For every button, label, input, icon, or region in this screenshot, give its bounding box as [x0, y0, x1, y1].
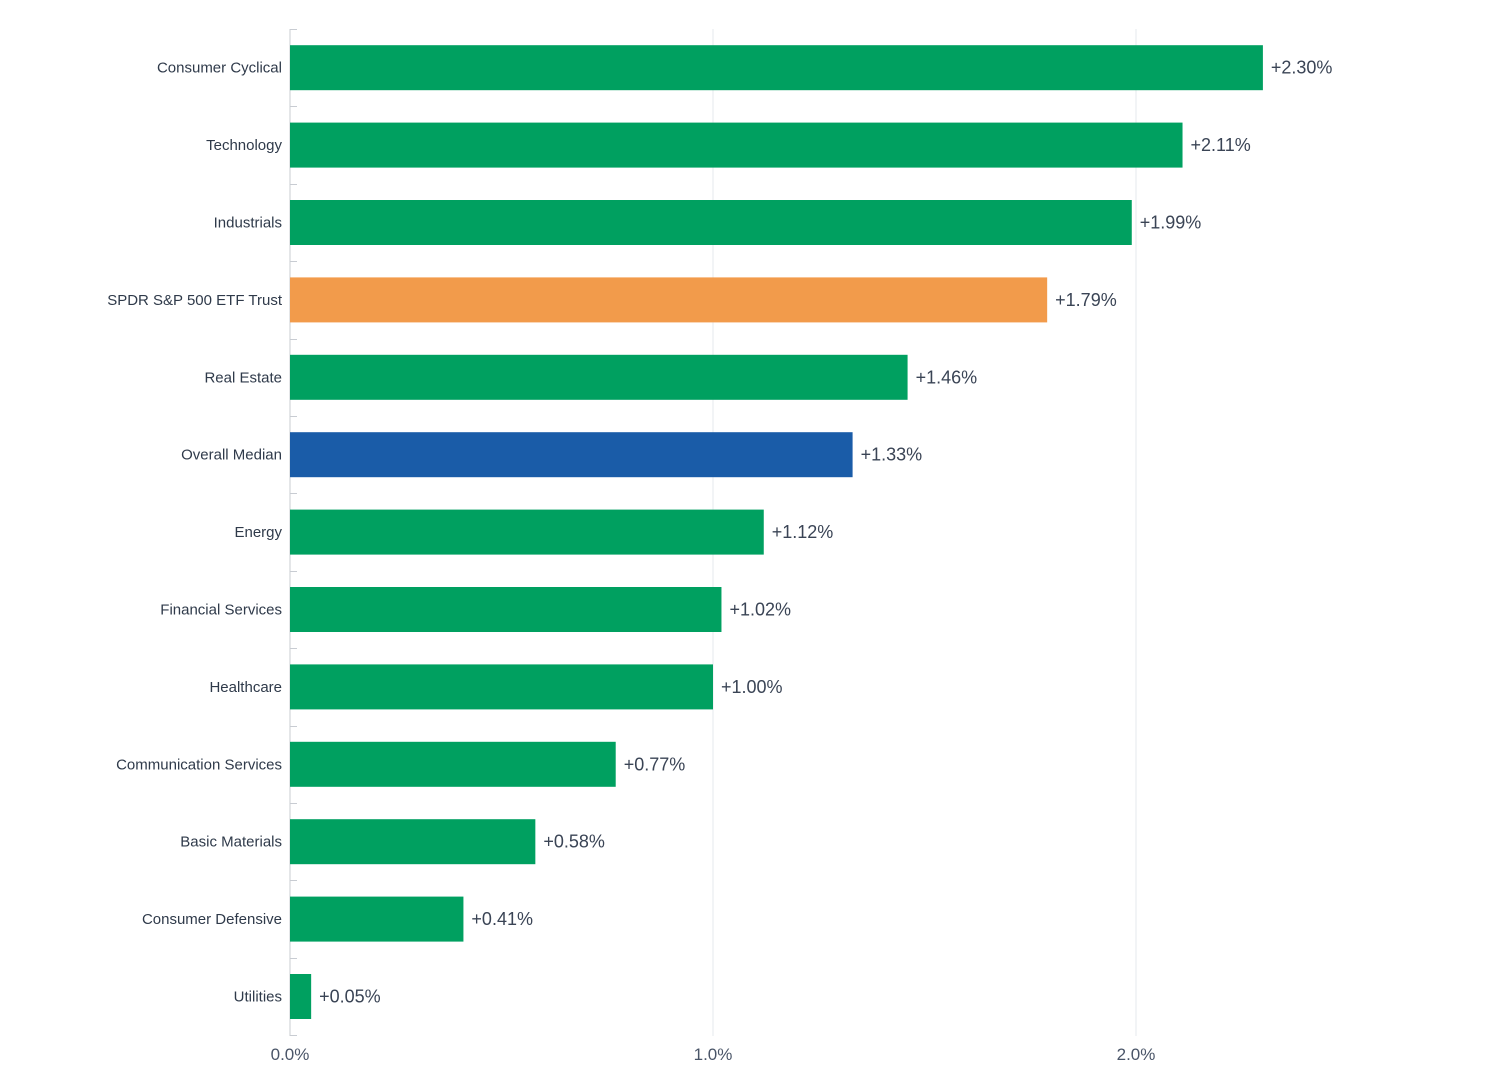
value-label: +1.99%: [1140, 213, 1202, 233]
category-label: Overall Median: [181, 447, 282, 464]
bar-real-estate[interactable]: [290, 354, 908, 400]
value-label: +0.41%: [471, 909, 533, 929]
bar-technology[interactable]: [290, 122, 1183, 168]
category-label: Utilities: [234, 989, 282, 1006]
category-label: Energy: [234, 524, 282, 541]
value-label: +1.02%: [729, 600, 791, 620]
x-tick-label: 1.0%: [694, 1045, 733, 1064]
bar-consumer-defensive[interactable]: [290, 896, 464, 942]
value-label: +2.30%: [1271, 58, 1333, 78]
category-label: Basic Materials: [180, 834, 282, 851]
value-label: +1.79%: [1055, 290, 1117, 310]
bar-financial-services[interactable]: [290, 587, 722, 632]
value-label: +1.00%: [721, 677, 783, 697]
category-label: Real Estate: [204, 369, 282, 386]
bar-energy[interactable]: [290, 509, 764, 555]
x-tick-label: 0.0%: [271, 1045, 310, 1064]
bar-consumer-cyclical[interactable]: [290, 45, 1263, 91]
bar-spdr-s-p-500-etf-trust[interactable]: [290, 277, 1048, 323]
bars: [290, 45, 1263, 1019]
value-label: +2.11%: [1191, 135, 1251, 155]
value-label: +0.58%: [543, 832, 605, 852]
labels: 0.0% 1.0% 2.0% Consumer Cyclical +2.30% Techn…: [107, 58, 1332, 1064]
bar-healthcare[interactable]: [290, 664, 713, 710]
category-label: Healthcare: [209, 679, 282, 696]
category-label: Communication Services: [116, 756, 282, 773]
bar-overall-median[interactable]: [290, 432, 853, 478]
category-label: Consumer Defensive: [142, 911, 282, 928]
value-label: +1.46%: [916, 367, 978, 387]
value-label: +0.05%: [319, 987, 381, 1007]
bar-utilities[interactable]: [290, 974, 312, 1019]
value-label: +0.77%: [624, 754, 686, 774]
category-label: SPDR S&P 500 ETF Trust: [107, 292, 283, 309]
x-tick-label: 2.0%: [1117, 1045, 1156, 1064]
value-label: +1.33%: [861, 445, 923, 465]
value-label: +1.12%: [772, 522, 834, 542]
category-label: Industrials: [214, 215, 282, 232]
bar-basic-materials[interactable]: [290, 819, 536, 865]
category-label: Financial Services: [160, 602, 282, 619]
bar-communication-services[interactable]: [290, 741, 616, 787]
category-label: Consumer Cyclical: [157, 60, 282, 77]
bar-industrials[interactable]: [290, 200, 1132, 245]
category-label: Technology: [206, 137, 282, 154]
